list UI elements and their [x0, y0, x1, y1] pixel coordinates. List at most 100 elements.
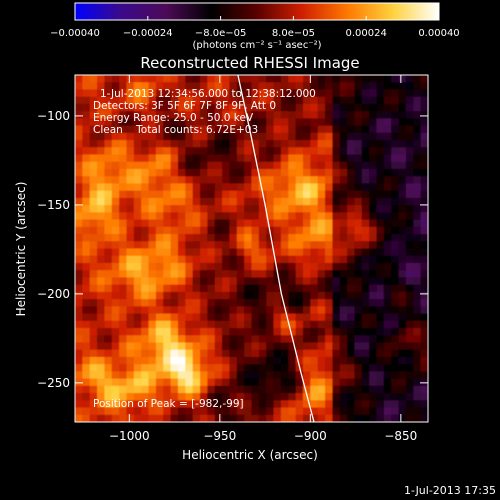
- heatmap-cell: [295, 226, 304, 235]
- heatmap-cell: [244, 183, 252, 192]
- heatmap-cell: [75, 349, 83, 358]
- heatmap-cell: [200, 414, 208, 422]
- heatmap-cell: [133, 400, 142, 408]
- heatmap-cell: [280, 255, 289, 264]
- heatmap-cell: [163, 328, 171, 336]
- heatmap-cell: [413, 118, 422, 127]
- heatmap-cell: [251, 197, 260, 206]
- heatmap-cell: [332, 262, 341, 271]
- heatmap-cell: [354, 248, 363, 257]
- heatmap-cell: [148, 335, 157, 343]
- heatmap-cell: [302, 118, 311, 127]
- heatmap-cell: [82, 147, 91, 155]
- heatmap-cell: [155, 147, 164, 155]
- heatmap-cell: [222, 299, 230, 307]
- plot-area: −1000 −950 −900 −850 −100−150−200−250 1-Jul…: [37, 74, 429, 443]
- heatmap-cell: [75, 161, 83, 170]
- heatmap-cell: [177, 270, 186, 278]
- plot-frame: [74, 74, 429, 423]
- heatmap-cell: [317, 197, 326, 206]
- heatmap-cell: [244, 82, 252, 90]
- heatmap-cell: [141, 111, 149, 119]
- heatmap-cell: [75, 168, 83, 177]
- heatmap-cell: [391, 147, 399, 155]
- heatmap-cell: [325, 111, 333, 119]
- heatmap-cell: [141, 176, 149, 184]
- heatmap-cell: [295, 75, 304, 83]
- heatmap-cell: [155, 378, 164, 387]
- heatmap-cell: [244, 154, 252, 163]
- heatmap-cell: [229, 255, 238, 264]
- heatmap-cell: [75, 328, 83, 336]
- heatmap-cell: [185, 75, 194, 83]
- heatmap-cell: [354, 226, 363, 235]
- heatmap-cell: [104, 147, 113, 155]
- heatmap-cell: [405, 291, 414, 300]
- heatmap-cell: [126, 89, 135, 98]
- heatmap-cell: [214, 335, 223, 343]
- heatmap-cell: [354, 255, 363, 264]
- heatmap-cell: [89, 96, 98, 105]
- heatmap-cell: [302, 414, 311, 422]
- heatmap-cell: [133, 277, 142, 286]
- heatmap-cell: [383, 226, 392, 235]
- heatmap-cell: [420, 205, 428, 213]
- heatmap-cell: [347, 205, 355, 213]
- heatmap-cell: [302, 125, 311, 134]
- heatmap-cell: [258, 306, 267, 314]
- heatmap-cell: [280, 103, 289, 112]
- heatmap-cell: [222, 306, 230, 314]
- heatmap-cell: [126, 168, 135, 177]
- heatmap-cell: [75, 205, 83, 213]
- heatmap-cell: [332, 82, 341, 90]
- heatmap-cell: [155, 400, 164, 408]
- heatmap-cell: [310, 328, 319, 336]
- heatmap-cell: [391, 234, 399, 242]
- heatmap-cell: [170, 393, 179, 401]
- heatmap-cell: [82, 226, 91, 235]
- heatmap-cell: [244, 132, 252, 141]
- heatmap-cell: [148, 407, 157, 416]
- heatmap-cell: [339, 270, 348, 278]
- heatmap-cell: [82, 118, 91, 127]
- heatmap-cell: [82, 103, 91, 112]
- heatmap-cell: [207, 407, 216, 416]
- heatmap-cell: [163, 89, 171, 98]
- heatmap-cell: [266, 212, 274, 220]
- heatmap-cell: [119, 125, 127, 134]
- heatmap-cell: [82, 241, 91, 249]
- heatmap-cell: [317, 299, 326, 307]
- heatmap-cell: [288, 277, 297, 286]
- heatmap-cell: [266, 270, 274, 278]
- heatmap-cell: [89, 313, 98, 322]
- heatmap-cell: [266, 342, 274, 351]
- heatmap-cell: [413, 270, 422, 278]
- heatmap-cell: [236, 154, 245, 163]
- heatmap-cell: [229, 82, 238, 90]
- heatmap-cell: [383, 385, 392, 394]
- heatmap-cell: [236, 89, 245, 98]
- heatmap-cell: [273, 407, 282, 416]
- heatmap-cell: [82, 140, 91, 148]
- heatmap-cell: [170, 255, 179, 264]
- heatmap-cell: [97, 234, 105, 242]
- heatmap-cell: [133, 125, 142, 134]
- heatmap-cell: [332, 385, 341, 394]
- heatmap-cell: [192, 328, 201, 336]
- heatmap-cell: [89, 241, 98, 249]
- heatmap-cell: [229, 328, 238, 336]
- heatmap-cell: [361, 320, 370, 329]
- heatmap-cell: [119, 255, 127, 264]
- heatmap-cell: [251, 147, 260, 155]
- heatmap-cell: [317, 378, 326, 387]
- heatmap-cell: [200, 371, 208, 380]
- heatmap-cell: [170, 183, 179, 192]
- heatmap-cell: [222, 400, 230, 408]
- heatmap-cell: [413, 356, 422, 365]
- heatmap-cell: [222, 132, 230, 141]
- heatmap-cell: [405, 183, 414, 192]
- heatmap-cell: [383, 132, 392, 141]
- heatmap-cell: [339, 226, 348, 235]
- heatmap-cell: [119, 407, 127, 416]
- heatmap-cell: [325, 226, 333, 235]
